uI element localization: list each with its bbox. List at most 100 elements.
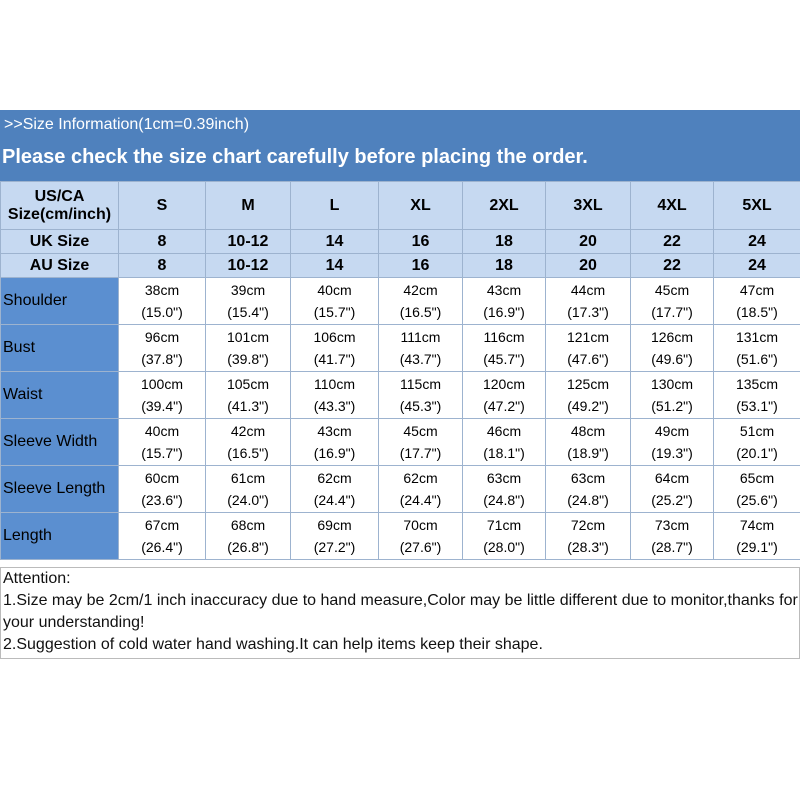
inch-value: (49.6") — [651, 351, 693, 367]
measure-cell: 61cm (24.0") — [205, 465, 291, 513]
cm-value: 125cm — [566, 376, 610, 392]
note-item: 2.Suggestion of cold water hand washing.… — [3, 636, 543, 653]
cm-value: 64cm — [654, 470, 690, 486]
inch-value: (24.8") — [567, 492, 609, 508]
measure-cell: 125cm (49.2") — [545, 371, 631, 419]
measure-cell: 43cm (16.9") — [290, 418, 379, 466]
cm-value: 67cm — [144, 517, 180, 533]
inch-value: (18.1") — [483, 445, 525, 461]
cm-value: 69cm — [317, 517, 352, 533]
cm-value: 130cm — [650, 376, 694, 392]
size-header: 2XL — [462, 181, 546, 230]
inch-value: (25.2") — [651, 492, 693, 508]
inch-value: (15.7") — [313, 304, 356, 320]
measure-cell: 47cm (18.5") — [713, 277, 800, 325]
measure-cell: 38cm (15.0") — [118, 277, 206, 325]
size-header: 3XL — [545, 181, 631, 230]
corner-cell: US/CA Size(cm/inch) — [0, 181, 119, 230]
inch-value: (28.7") — [651, 539, 693, 555]
cm-value: 116cm — [483, 329, 525, 345]
measure-cell: 110cm (43.3") — [290, 371, 379, 419]
size-value: 20 — [545, 253, 631, 278]
size-header: 5XL — [713, 181, 800, 230]
inch-value: (24.4") — [313, 492, 356, 508]
size-value: 10-12 — [205, 253, 291, 278]
measure-cell: 121cm (47.6") — [545, 324, 631, 372]
inch-value: (20.1") — [736, 445, 778, 461]
measure-label: Sleeve Width — [0, 418, 119, 466]
measure-label: Bust — [0, 324, 119, 372]
cm-value: 43cm — [486, 282, 522, 298]
inch-value: (24.4") — [399, 492, 442, 508]
size-value: 10-12 — [205, 229, 291, 254]
measure-label: Length — [0, 512, 119, 560]
inch-value: (15.7") — [141, 445, 183, 461]
measure-cell: 116cm (45.7") — [462, 324, 546, 372]
cm-value: 42cm — [403, 282, 438, 298]
cm-value: 121cm — [566, 329, 610, 345]
size-value: 8 — [118, 253, 206, 278]
measure-cell: 49cm (19.3") — [630, 418, 714, 466]
size-table: US/CA Size(cm/inch) S M L XL 2XL 3XL 4XL 5XL UK Si… — [0, 181, 800, 560]
cm-value: 40cm — [317, 282, 352, 298]
inch-value: (51.2") — [651, 398, 693, 414]
measure-cell: 42cm (16.5") — [378, 277, 463, 325]
measure-cell: 60cm (23.6") — [118, 465, 206, 513]
cm-value: 45cm — [403, 423, 438, 439]
measure-cell: 45cm (17.7") — [630, 277, 714, 325]
measure-label: Shoulder — [0, 277, 119, 325]
measure-cell: 130cm (51.2") — [630, 371, 714, 419]
cm-value: 45cm — [654, 282, 690, 298]
cm-value: 131cm — [735, 329, 779, 345]
notice: Please check the size chart carefully be… — [2, 146, 588, 168]
measure-label: Waist — [0, 371, 119, 419]
size-value: 18 — [462, 229, 546, 254]
cm-value: 70cm — [403, 517, 438, 533]
cm-value: 110cm — [314, 376, 355, 392]
size-value: 22 — [630, 229, 714, 254]
cm-value: 47cm — [739, 282, 775, 298]
cm-value: 105cm — [226, 376, 270, 392]
corner-text: US/CA — [34, 187, 85, 205]
inch-value: (45.7") — [483, 351, 525, 367]
cm-value: 71cm — [486, 517, 522, 533]
measure-cell: 63cm (24.8") — [545, 465, 631, 513]
measure-cell: 72cm (28.3") — [545, 512, 631, 560]
size-value: 22 — [630, 253, 714, 278]
inch-value: (27.2") — [313, 539, 356, 555]
measure-row: Sleeve Width 40cm (15.7") 42cm (16.5") 43cm (1… — [0, 418, 800, 466]
measure-cell: 74cm (29.1") — [713, 512, 800, 560]
measure-cell: 65cm (25.6") — [713, 465, 800, 513]
cm-value: 135cm — [735, 376, 779, 392]
measure-cell: 73cm (28.7") — [630, 512, 714, 560]
inch-value: (16.5") — [399, 304, 442, 320]
inch-value: (28.3") — [567, 539, 609, 555]
measure-cell: 44cm (17.3") — [545, 277, 631, 325]
cm-value: 38cm — [144, 282, 180, 298]
cm-value: 126cm — [650, 329, 694, 345]
measure-cell: 43cm (16.9") — [462, 277, 546, 325]
inch-value: (17.3") — [567, 304, 609, 320]
measure-label: Sleeve Length — [0, 465, 119, 513]
cm-value: 60cm — [144, 470, 180, 486]
measure-cell: 131cm (51.6") — [713, 324, 800, 372]
inch-value: (28.0") — [483, 539, 525, 555]
inch-value: (41.3") — [227, 398, 269, 414]
inch-value: (24.0") — [227, 492, 269, 508]
measure-cell: 105cm (41.3") — [205, 371, 291, 419]
inch-value: (41.7") — [313, 351, 356, 367]
cm-value: 63cm — [570, 470, 606, 486]
size-value: 24 — [713, 253, 800, 278]
header-row: US/CA Size(cm/inch) S M L XL 2XL 3XL 4XL 5XL — [0, 181, 800, 230]
cm-value: 68cm — [230, 517, 266, 533]
inch-value: (15.4") — [227, 304, 269, 320]
size-label: AU Size — [0, 253, 119, 278]
inch-value: (53.1") — [736, 398, 778, 414]
cm-value: 63cm — [486, 470, 522, 486]
cm-value: 46cm — [486, 423, 522, 439]
cm-value: 65cm — [739, 470, 775, 486]
measure-cell: 111cm (43.7") — [378, 324, 463, 372]
inch-value: (29.1") — [736, 539, 778, 555]
measure-cell: 135cm (53.1") — [713, 371, 800, 419]
